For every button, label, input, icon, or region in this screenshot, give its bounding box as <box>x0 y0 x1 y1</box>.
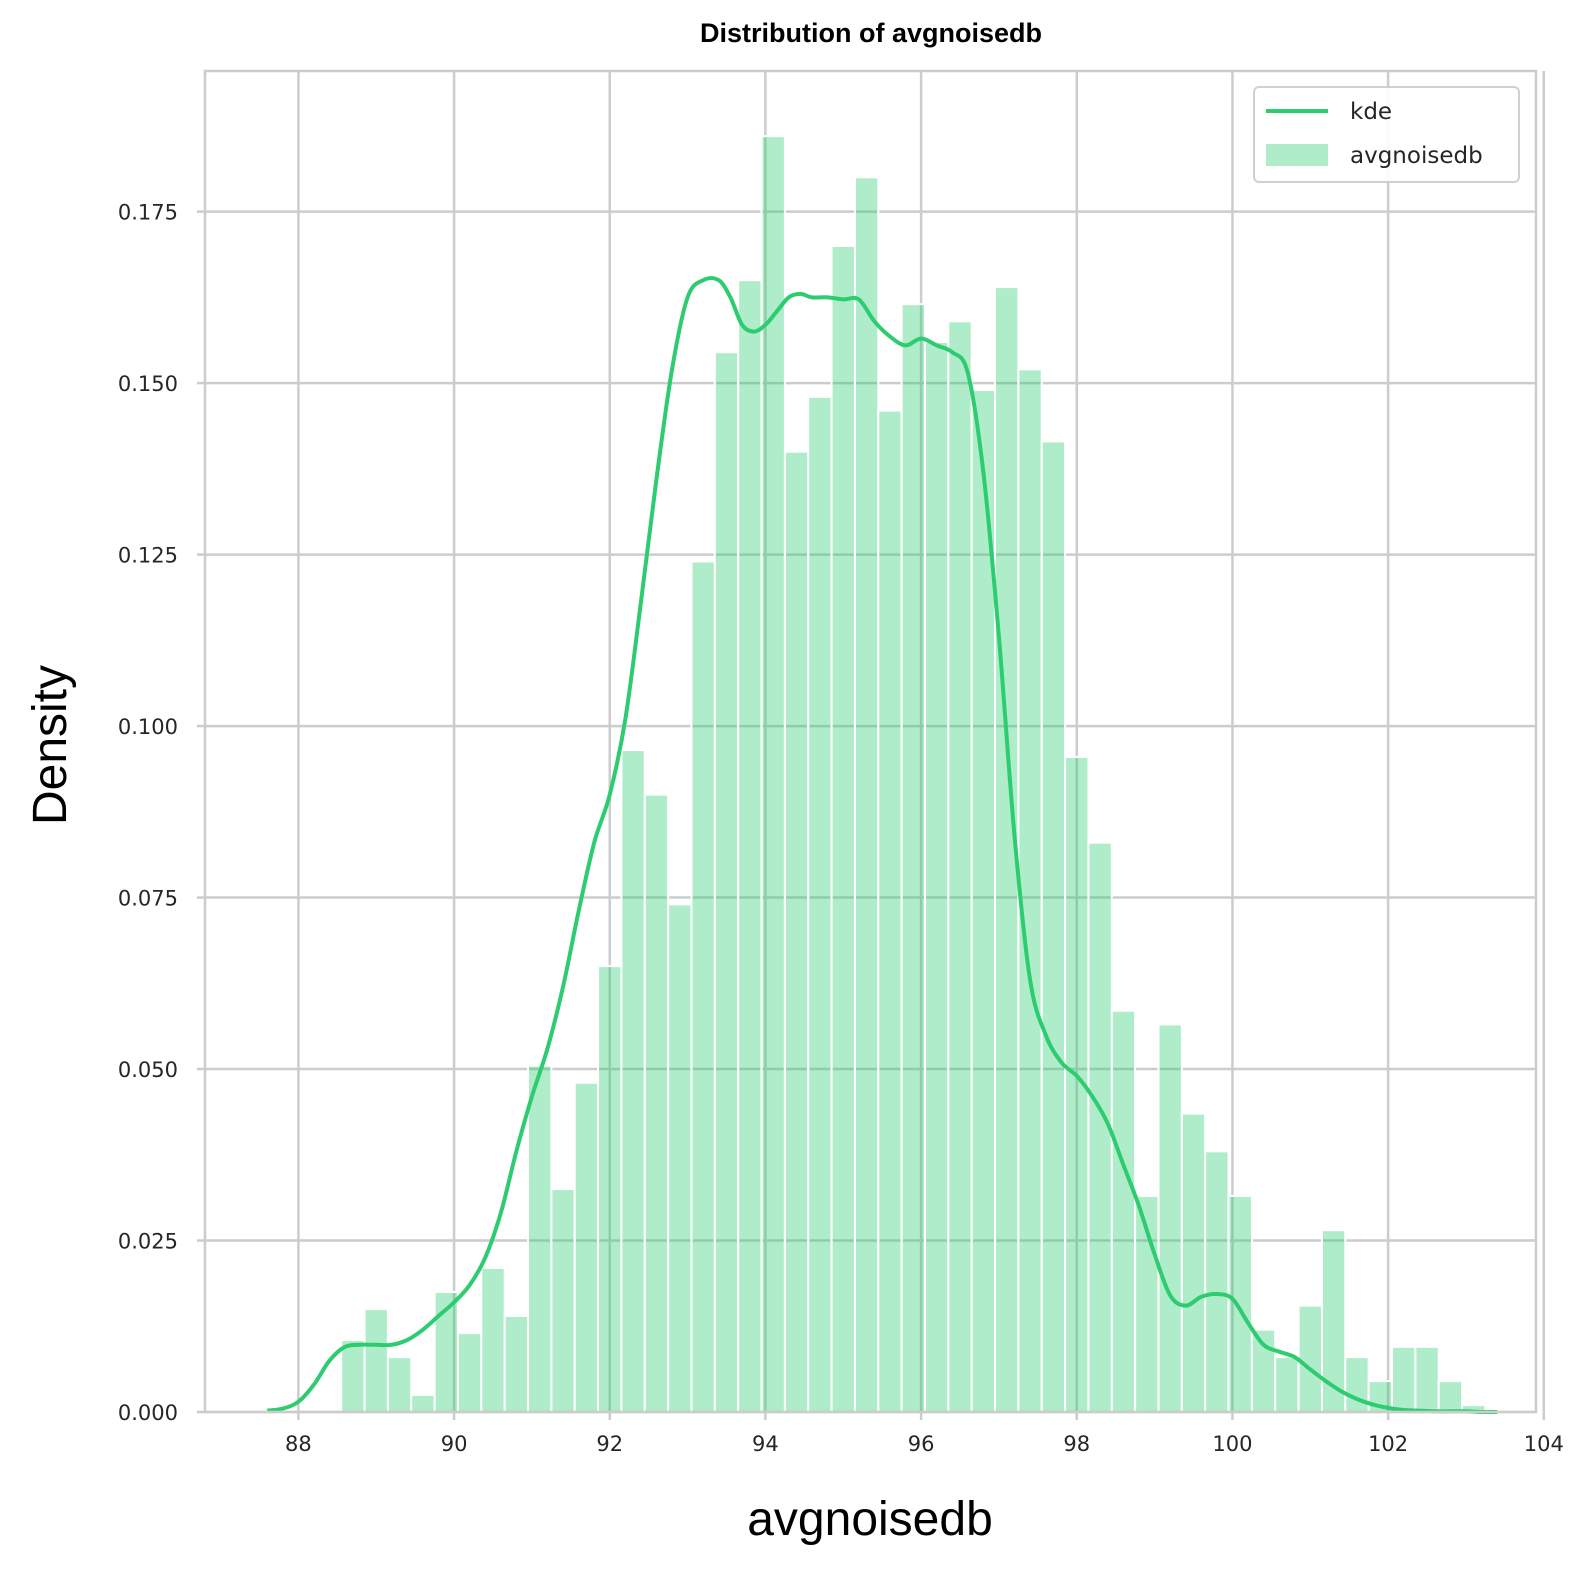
y-tick-label: 0.025 <box>118 1230 178 1254</box>
histogram-bar <box>1157 1023 1183 1413</box>
y-tick-labels: 0.000 0.025 0.050 0.075 0.100 0.125 0.150 0.175 <box>118 201 205 1425</box>
histogram-bar <box>1274 1356 1300 1414</box>
histogram-bar <box>480 1266 506 1414</box>
x-tick-label: 96 <box>908 1432 935 1456</box>
y-axis-label: Density <box>24 665 77 825</box>
legend-hist-label: avgnoisedb <box>1350 143 1483 169</box>
x-tick-labels: 88 90 92 94 96 98 100 102 104 <box>285 1412 1564 1456</box>
histogram-bar <box>853 176 880 1413</box>
histogram-bar <box>737 279 763 1413</box>
histogram-bars <box>340 135 1487 1414</box>
histogram-bar <box>1391 1345 1417 1413</box>
y-tick-label: 0.150 <box>118 372 178 396</box>
legend-kde-label: kde <box>1350 99 1392 125</box>
histogram-bar <box>713 351 740 1413</box>
x-tick-label: 94 <box>752 1432 779 1456</box>
x-axis-label: avgnoisedb <box>747 1493 993 1546</box>
histogram-bar <box>923 340 950 1413</box>
y-tick-label: 0.100 <box>118 715 178 739</box>
histogram-bar <box>1437 1380 1464 1413</box>
histogram-bar <box>620 749 646 1413</box>
histogram-bar <box>807 395 833 1413</box>
histogram-bar <box>410 1393 436 1414</box>
histogram-bar <box>1204 1150 1230 1413</box>
x-tick-label: 100 <box>1212 1432 1252 1456</box>
x-tick-label: 88 <box>285 1432 312 1456</box>
histogram-bar <box>830 244 856 1413</box>
histogram-bar <box>1017 368 1043 1413</box>
histogram-bar <box>1227 1194 1253 1413</box>
legend: kde avgnoisedb <box>1253 86 1520 183</box>
x-tick-label: 102 <box>1368 1432 1408 1456</box>
chart-title: Distribution of avgnoisedb <box>700 18 1042 48</box>
histogram-bar <box>527 1064 553 1414</box>
y-tick-label: 0.050 <box>118 1058 178 1082</box>
histogram-bar <box>690 560 716 1413</box>
histogram-bar <box>1040 440 1067 1413</box>
histogram-bar <box>783 450 810 1413</box>
kde-line <box>267 276 1498 1415</box>
histogram-bar <box>643 793 670 1413</box>
histogram-bar <box>550 1188 576 1414</box>
histogram-bar <box>573 1081 600 1414</box>
histogram-bar <box>947 320 973 1413</box>
x-tick-label: 92 <box>596 1432 623 1456</box>
histogram-bar <box>667 903 693 1413</box>
y-tick-label: 0.075 <box>118 887 178 911</box>
histogram-bar <box>1110 1009 1137 1413</box>
x-tick-label: 90 <box>441 1432 468 1456</box>
y-tick-label: 0.175 <box>118 201 178 225</box>
grid-lines <box>205 71 1546 1414</box>
histogram-bar <box>503 1314 530 1414</box>
legend-hist-swatch <box>1266 144 1328 166</box>
histogram-bar <box>1297 1304 1323 1413</box>
histogram-bar <box>597 965 623 1414</box>
x-tick-label: 98 <box>1063 1432 1090 1456</box>
histogram-bar <box>386 1356 413 1414</box>
histogram-bar <box>900 303 926 1413</box>
histogram-bar <box>363 1308 389 1414</box>
y-tick-label: 0.000 <box>118 1401 178 1425</box>
histogram-bar <box>1180 1112 1207 1413</box>
histogram-bar <box>1414 1345 1440 1413</box>
histogram-bar <box>340 1338 366 1413</box>
histogram-bar <box>456 1332 483 1414</box>
x-tick-label: 104 <box>1524 1432 1564 1456</box>
y-tick-label: 0.125 <box>118 544 178 568</box>
plot-frame <box>203 69 1538 1414</box>
histogram-bar <box>877 409 903 1413</box>
